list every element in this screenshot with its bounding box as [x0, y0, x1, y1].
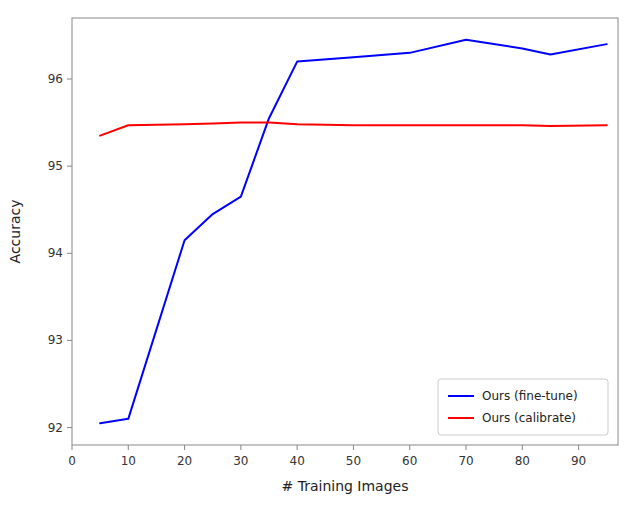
x-tick: [353, 445, 354, 450]
x-tick-label: 70: [458, 454, 473, 468]
x-tick: [409, 445, 410, 450]
legend-label: Ours (fine-tune): [482, 389, 578, 403]
x-tick: [466, 445, 467, 450]
x-tick-label: 0: [68, 454, 76, 468]
y-tick: [67, 79, 72, 80]
y-tick: [67, 166, 72, 167]
x-axis: 0 10 20 30 40 50 60 70 80 90: [68, 445, 586, 468]
legend-label: Ours (calibrate): [482, 411, 576, 425]
x-tick: [184, 445, 185, 450]
legend: Ours (fine-tune) Ours (calibrate): [438, 379, 608, 435]
series-line: [100, 123, 607, 136]
x-tick-label: 60: [402, 454, 417, 468]
series-line: [100, 40, 607, 423]
y-tick: [67, 253, 72, 254]
y-axis-label: Accuracy: [7, 200, 23, 264]
y-tick-label: 92: [48, 421, 63, 435]
plot-frame: [72, 18, 618, 445]
legend-swatch: [448, 417, 474, 419]
x-tick-label: 20: [177, 454, 192, 468]
x-tick: [128, 445, 129, 450]
x-tick-label: 40: [290, 454, 305, 468]
plot-background: [72, 18, 618, 445]
y-axis: 92 93 94 95 96: [48, 72, 72, 435]
x-tick: [297, 445, 298, 450]
x-tick-label: 30: [233, 454, 248, 468]
x-tick-label: 90: [571, 454, 586, 468]
legend-swatch: [448, 395, 474, 397]
x-tick-label: 50: [346, 454, 361, 468]
chart: 0 10 20 30 40 50 60 70 80 90 92 93 94 95 96 # Training …: [0, 0, 640, 507]
x-tick-label: 80: [515, 454, 530, 468]
y-tick: [67, 340, 72, 341]
y-tick-label: 96: [48, 72, 63, 86]
y-tick-label: 93: [48, 333, 63, 347]
legend-box: [438, 379, 608, 435]
x-tick: [578, 445, 579, 450]
x-tick: [72, 445, 73, 450]
y-tick-label: 94: [48, 246, 63, 260]
y-tick: [67, 427, 72, 428]
x-tick: [522, 445, 523, 450]
x-axis-label: # Training Images: [281, 478, 408, 494]
y-tick-label: 95: [48, 159, 63, 173]
series-group: [100, 40, 607, 423]
x-tick: [240, 445, 241, 450]
x-tick-label: 10: [121, 454, 136, 468]
